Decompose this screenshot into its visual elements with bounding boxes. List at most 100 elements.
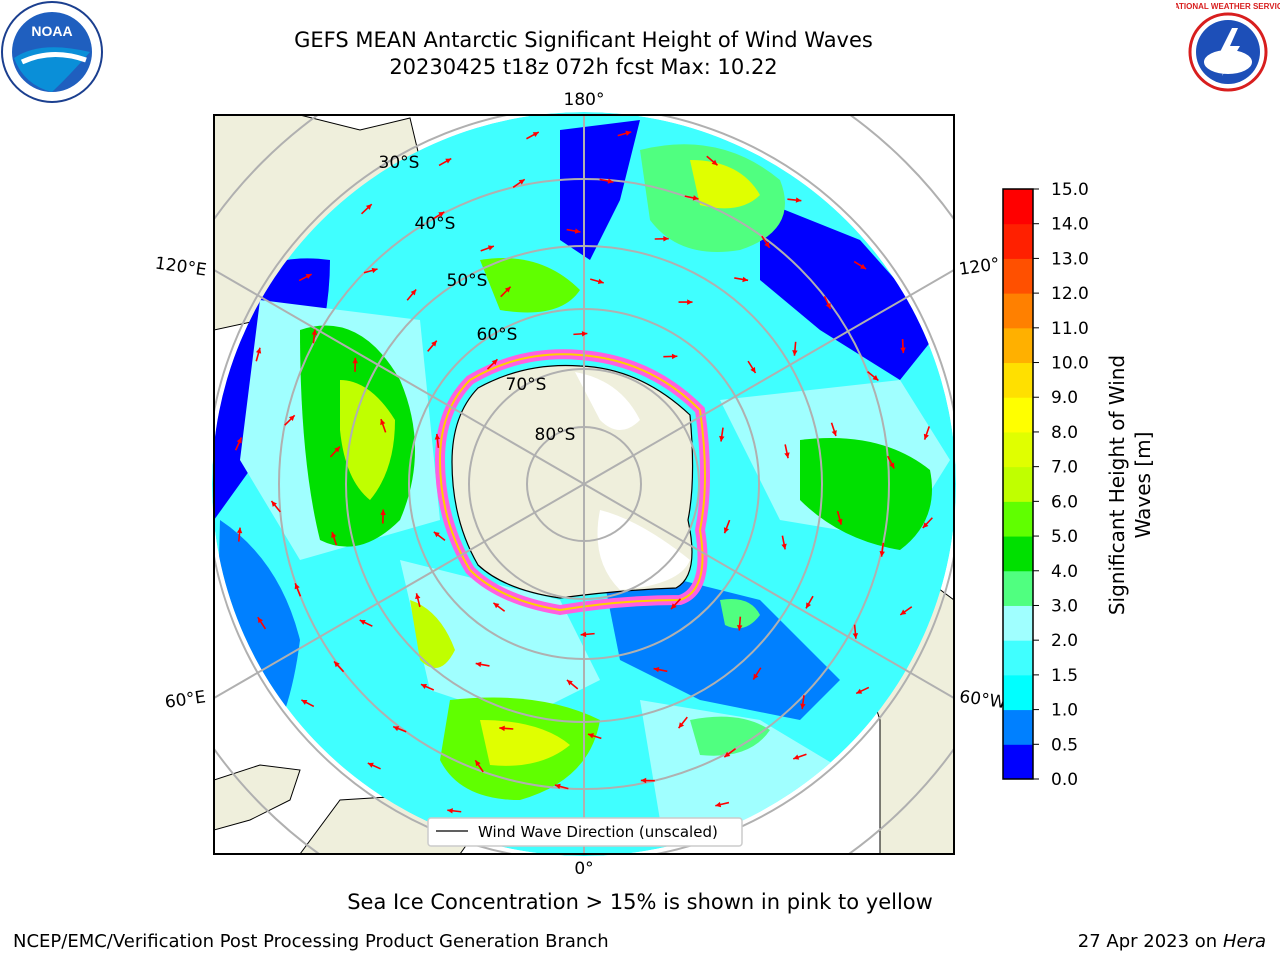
colorbar-segment: [1003, 466, 1033, 502]
wind-arrow-head: [671, 353, 678, 360]
wind-arrow-head: [663, 236, 669, 242]
colorbar-segment: [1003, 570, 1033, 606]
wind-arrow-head: [445, 158, 452, 164]
wind-arrow-head: [795, 197, 802, 203]
wind-arrow-head: [607, 178, 614, 184]
wind-arrow-head: [288, 415, 295, 422]
wind-arrow-head: [764, 241, 770, 248]
wind-arrow-head: [255, 347, 262, 354]
wind-arrow-head: [793, 754, 800, 760]
chart-subtitle: 20230425 t18z 072h fcst Max: 10.22: [389, 55, 778, 79]
wind-arrow-head: [532, 132, 539, 138]
weddell-ice-shelf: [597, 510, 690, 590]
wind-arrow-head: [597, 278, 604, 285]
lat-label-50s: 50°S: [447, 271, 488, 291]
colorbar-tick-label: 5.0: [1051, 527, 1078, 547]
colorbar-tick-label: 1.0: [1051, 701, 1078, 721]
graticule: [214, 115, 954, 854]
wind-arrow-head: [860, 263, 867, 269]
wind-arrow-head: [491, 359, 498, 366]
colorbar-segment: [1003, 258, 1033, 294]
wind-arrow-head: [294, 583, 300, 590]
wind-arrow-head: [831, 430, 837, 437]
colorbar-tick-label: 2.0: [1051, 631, 1078, 651]
footer-date: 27 Apr 2023 on Hera: [1078, 931, 1266, 952]
lon-label-120w: 120°: [958, 254, 1001, 280]
wind-arrow-head: [792, 350, 798, 356]
nws-logo: NATIONAL WEATHER SERVICE: [1176, 2, 1280, 102]
wind-arrow-head: [588, 733, 594, 739]
wind-arrow-head: [371, 267, 378, 274]
wind-arrow-head: [781, 543, 787, 550]
colorbar-tick-label: 12.0: [1051, 284, 1089, 304]
wind-arrow-head: [236, 437, 242, 444]
wind-arrow-head: [900, 609, 907, 615]
colorbar-segment: [1003, 189, 1033, 225]
sea-ice-note: Sea Ice Concentration > 15% is shown in …: [347, 890, 933, 914]
wind-arrow-head: [736, 625, 743, 631]
colorbar-segment: [1003, 674, 1033, 711]
wind-arrow-head: [825, 302, 831, 309]
colorbar-tick-label: 0.0: [1051, 770, 1078, 790]
wind-arrow-head: [852, 633, 859, 639]
wind-arrow-head: [723, 527, 730, 534]
colorbar-tick-label: 1.5: [1051, 666, 1078, 686]
map-legend: Wind Wave Direction (unscaled): [427, 817, 743, 847]
wind-arrow-head: [566, 680, 573, 686]
wind-arrow-head: [433, 531, 440, 538]
colorbar-segment: [1003, 501, 1033, 537]
noaa-logo-text: NOAA: [31, 23, 72, 39]
colorbar-segment: [1003, 362, 1033, 398]
colorbar-segment: [1003, 744, 1033, 780]
colorbar-tick-label: 6.0: [1051, 492, 1078, 512]
wind-arrow-head: [678, 722, 685, 729]
wind-arrow-head: [671, 603, 677, 610]
footer-branch: NCEP/EMC/Verification Post Processing Pr…: [13, 931, 609, 952]
wind-arrow-head: [410, 289, 417, 296]
colorbar-tick-label: 0.5: [1051, 735, 1078, 755]
wind-arrow-head: [493, 602, 500, 609]
wind-arrow-head: [692, 195, 699, 201]
wind-arrow-head: [724, 751, 731, 758]
colorbar-tick-label: 4.0: [1051, 562, 1078, 582]
wind-arrow-head: [367, 762, 374, 768]
lon-label-120e: 120°E: [154, 254, 208, 281]
wind-arrow-head: [900, 347, 906, 354]
lon-label-60e: 60°E: [164, 687, 207, 712]
lat-label-70s: 70°S: [506, 375, 547, 395]
colorbar-tick-label: 3.0: [1051, 596, 1078, 616]
wind-arrow-head: [305, 274, 312, 280]
wind-arrow-head: [574, 228, 581, 234]
wind-arrow-head: [301, 699, 308, 705]
wind-arrow-head: [393, 726, 400, 732]
wind-arrow-head: [753, 673, 759, 680]
colorbar-segment: [1003, 327, 1033, 364]
colorbar-segment: [1003, 431, 1033, 468]
colorbar-segment: [1003, 605, 1033, 641]
noaa-logo: NOAA: [1, 1, 103, 103]
wind-arrow-head: [750, 367, 756, 373]
ross-ice-shelf: [575, 372, 640, 430]
lon-label-0: 0°: [574, 859, 593, 879]
wind-arrow-head: [271, 501, 277, 507]
wind-arrow-head: [922, 522, 929, 528]
wind-arrow-head: [879, 551, 885, 557]
wind-arrow-head: [806, 602, 812, 609]
colorbar-tick-label: 8.0: [1051, 423, 1078, 443]
wind-arrow-head: [872, 375, 879, 381]
colorbar-segment: [1003, 397, 1033, 433]
nws-logo-text: NATIONAL WEATHER SERVICE: [1176, 2, 1280, 11]
wind-arrow-head: [784, 452, 790, 459]
colorbar-tick-label: 7.0: [1051, 458, 1078, 478]
colorbar-label-line2: Waves [m]: [1131, 432, 1155, 539]
wind-arrow-head: [380, 509, 386, 515]
wind-arrow-head: [359, 620, 366, 625]
wind-arrow-head: [365, 204, 372, 210]
legend-label: Wind Wave Direction (unscaled): [478, 823, 718, 841]
wind-arrow-head: [434, 433, 441, 440]
lon-label-180: 180°: [564, 90, 605, 110]
map-frame: [213, 114, 955, 855]
lat-label-30s: 30°S: [379, 153, 420, 173]
colorbar-segment: [1003, 223, 1033, 259]
